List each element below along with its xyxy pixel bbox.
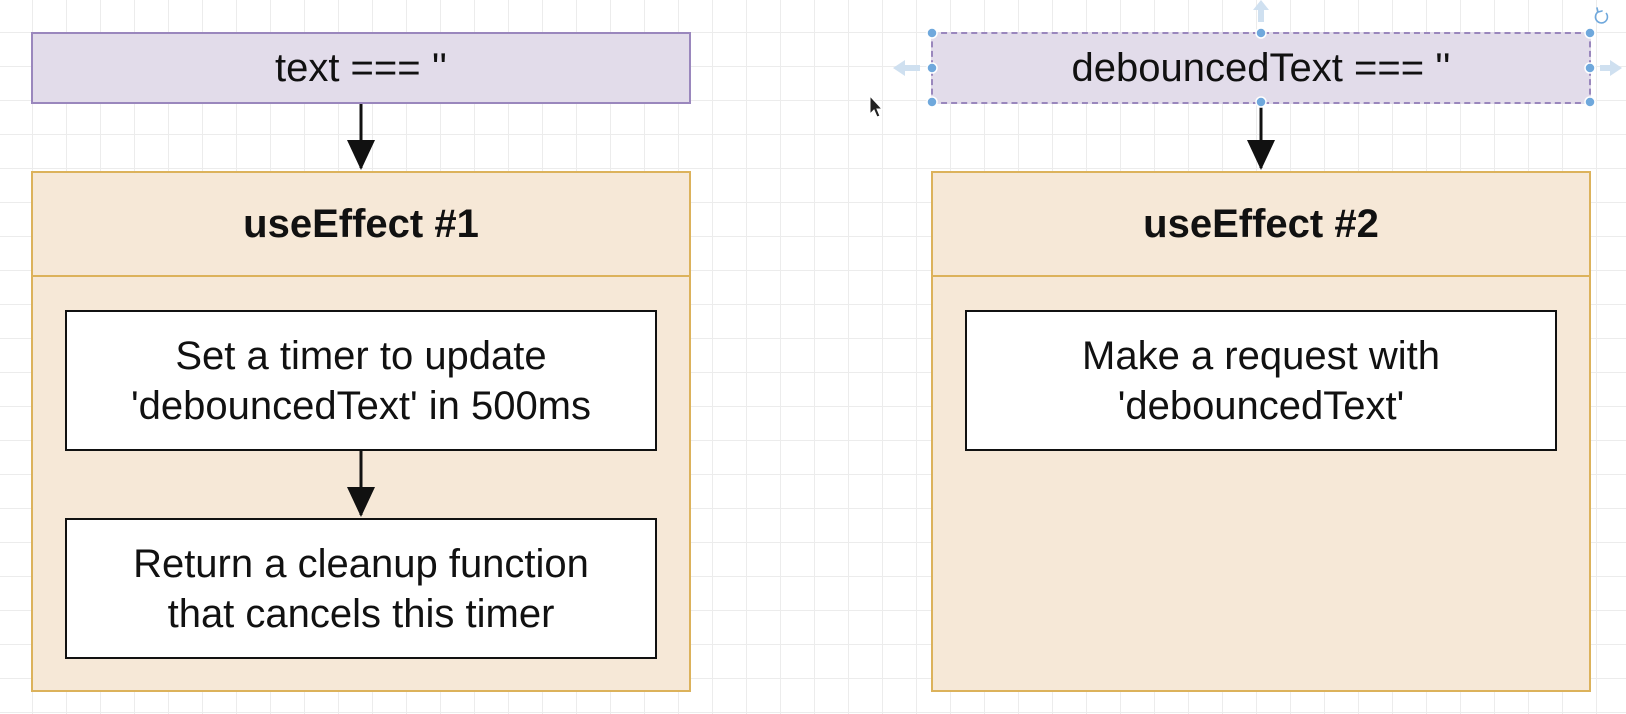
resize-handle[interactable] — [1584, 62, 1596, 74]
connector-arrow[interactable] — [347, 451, 375, 517]
use-effect-1-title: useEffect #1 — [33, 173, 689, 277]
step-set-timer[interactable]: Set a timer to update 'debouncedText' in… — [65, 310, 657, 451]
step-label: Return a cleanup function that cancels t… — [133, 541, 589, 636]
resize-handle[interactable] — [1255, 96, 1267, 108]
rotate-icon[interactable] — [1594, 7, 1609, 24]
connect-arrow-left-icon[interactable] — [893, 60, 920, 76]
step-make-request[interactable]: Make a request with 'debouncedText' — [965, 310, 1557, 451]
condition-label: debouncedText === '' — [1071, 45, 1451, 90]
resize-handle[interactable] — [1255, 27, 1267, 39]
resize-handle[interactable] — [926, 62, 938, 74]
connector-arrow[interactable] — [1247, 104, 1275, 170]
condition-label: text === '' — [274, 45, 448, 90]
step-return-cleanup[interactable]: Return a cleanup function that cancels t… — [65, 518, 657, 659]
use-effect-2-title: useEffect #2 — [933, 173, 1589, 277]
resize-handle[interactable] — [1584, 27, 1596, 39]
resize-handle[interactable] — [1584, 96, 1596, 108]
connector-arrow[interactable] — [347, 104, 375, 170]
mouse-cursor-icon — [869, 94, 884, 118]
connect-arrow-right-icon[interactable] — [1600, 60, 1622, 76]
condition-box-text[interactable]: text === '' — [31, 32, 691, 104]
step-label: Set a timer to update 'debouncedText' in… — [130, 333, 592, 428]
resize-handle[interactable] — [926, 27, 938, 39]
selection-handles[interactable] — [926, 27, 1596, 108]
resize-handle[interactable] — [926, 96, 938, 108]
connect-arrow-up-icon[interactable] — [1253, 0, 1269, 22]
step-label: Make a request with 'debouncedText' — [1082, 333, 1440, 428]
